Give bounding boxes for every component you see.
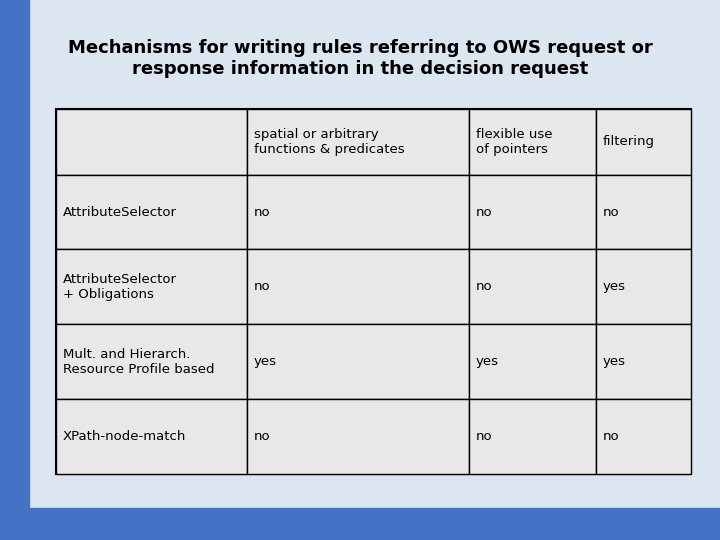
Bar xyxy=(56,249,247,325)
Bar xyxy=(469,399,596,474)
Bar xyxy=(469,325,596,399)
Text: no: no xyxy=(603,206,620,219)
Bar xyxy=(596,399,691,474)
Bar xyxy=(247,325,469,399)
Text: flexible use
of pointers: flexible use of pointers xyxy=(476,128,552,156)
Bar xyxy=(56,109,691,474)
Bar xyxy=(56,325,247,399)
Text: Mult. and Hierarch.
Resource Profile based: Mult. and Hierarch. Resource Profile bas… xyxy=(63,348,215,376)
Bar xyxy=(469,249,596,325)
Text: no: no xyxy=(253,206,270,219)
Bar xyxy=(247,399,469,474)
Text: no: no xyxy=(253,430,270,443)
Bar xyxy=(56,399,247,474)
Text: no: no xyxy=(476,430,492,443)
Bar xyxy=(596,249,691,325)
Text: yes: yes xyxy=(253,355,276,368)
Text: yes: yes xyxy=(603,280,626,293)
Bar xyxy=(247,174,469,249)
Bar xyxy=(596,325,691,399)
Text: filtering: filtering xyxy=(603,135,655,148)
Bar xyxy=(56,174,247,249)
Text: yes: yes xyxy=(603,355,626,368)
Text: no: no xyxy=(253,280,270,293)
Text: no: no xyxy=(476,206,492,219)
Text: no: no xyxy=(476,280,492,293)
Text: AttributeSelector
+ Obligations: AttributeSelector + Obligations xyxy=(63,273,177,301)
Bar xyxy=(469,109,596,174)
Text: 42: 42 xyxy=(675,517,691,531)
Bar xyxy=(56,109,247,174)
Bar xyxy=(469,174,596,249)
Text: yes: yes xyxy=(476,355,499,368)
Text: AttributeSelector: AttributeSelector xyxy=(63,206,177,219)
Bar xyxy=(247,109,469,174)
Bar xyxy=(247,249,469,325)
Text: spatial or arbitrary
functions & predicates: spatial or arbitrary functions & predica… xyxy=(253,128,405,156)
Bar xyxy=(596,109,691,174)
Text: Mechanisms for writing rules referring to OWS request or
response information in: Mechanisms for writing rules referring t… xyxy=(68,39,652,78)
Text: Writing rules referring to OWS data in decision requests: Writing rules referring to OWS data in d… xyxy=(42,521,354,531)
Bar xyxy=(596,174,691,249)
Text: no: no xyxy=(603,430,620,443)
Text: XPath-node-match: XPath-node-match xyxy=(63,430,186,443)
